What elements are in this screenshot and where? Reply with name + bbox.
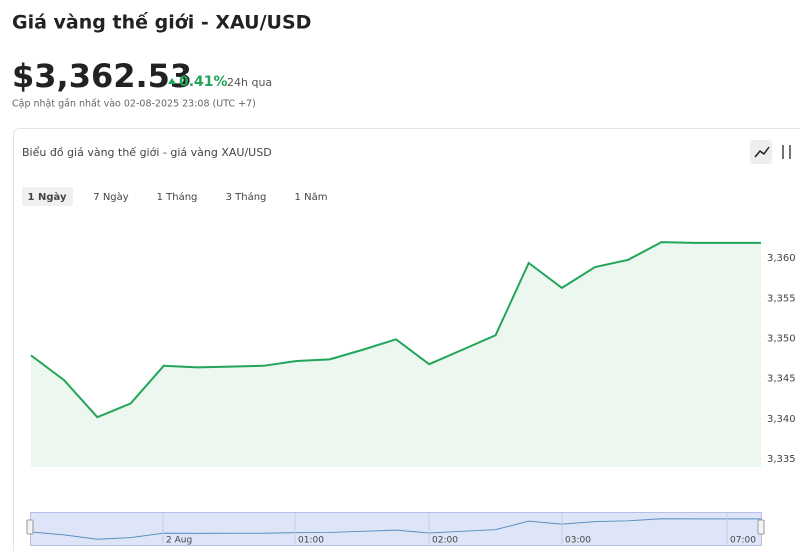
navigator-handle[interactable] bbox=[26, 519, 34, 535]
y-tick-label: 3,340 bbox=[767, 414, 796, 425]
range-tab[interactable]: 1 Năm bbox=[295, 192, 328, 203]
period: 24h qua bbox=[227, 76, 272, 89]
price: $3,362.53 bbox=[12, 57, 192, 95]
navigator-label: 03:00 bbox=[565, 536, 591, 546]
line bbox=[30, 241, 761, 419]
range-tab[interactable]: 1 Ngày bbox=[28, 191, 67, 203]
area bbox=[31, 242, 761, 467]
range-tab[interactable]: 3 Tháng bbox=[226, 191, 267, 203]
range-tab[interactable]: 7 Ngày bbox=[93, 191, 128, 203]
candle-icon[interactable] bbox=[782, 145, 791, 159]
navigator-label: 07:00 bbox=[730, 536, 756, 546]
navigator-label: 02:00 bbox=[432, 536, 458, 546]
card-title: Biểu đồ giá vàng thế giới - giá vàng XAU… bbox=[22, 146, 272, 159]
range-tab[interactable]: 1 Tháng bbox=[157, 191, 198, 203]
y-tick-label: 3,350 bbox=[767, 334, 796, 345]
navigator-handle[interactable] bbox=[757, 519, 765, 535]
navigator-line bbox=[30, 518, 761, 540]
navigator-label: 01:00 bbox=[298, 536, 324, 546]
up-arrow bbox=[168, 78, 176, 84]
navigator[interactable] bbox=[30, 512, 762, 546]
line-icon bbox=[754, 146, 770, 158]
page-title: Giá vàng thế giới - XAU/USD bbox=[12, 11, 311, 34]
updated: Cập nhật gần nhất vào 02-08-2025 23:08 (… bbox=[12, 99, 256, 110]
active-tab-bg bbox=[22, 187, 73, 206]
y-tick-label: 3,355 bbox=[767, 293, 796, 304]
y-tick-label: 3,360 bbox=[767, 253, 796, 264]
change: 0.41% bbox=[179, 74, 228, 90]
y-tick-label: 3,345 bbox=[767, 374, 796, 385]
y-tick-label: 3,335 bbox=[767, 454, 796, 465]
navigator-label: 2 Aug bbox=[166, 536, 192, 546]
